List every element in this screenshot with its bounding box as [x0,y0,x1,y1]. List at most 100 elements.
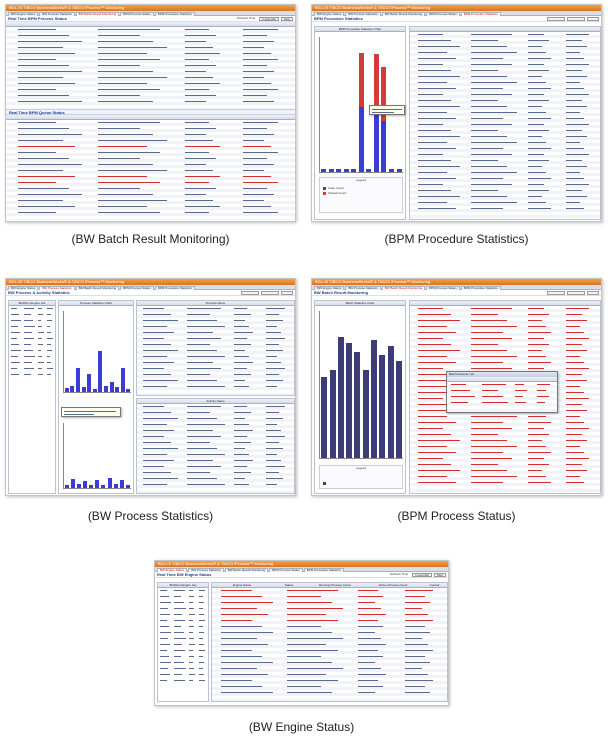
tab-engine-status[interactable]: BW Engine Status [8,12,39,16]
chart-bar-segment[interactable] [359,53,364,107]
chart-bar[interactable] [82,387,86,392]
chart-bar[interactable] [108,478,112,488]
chart-bar-segment[interactable] [374,54,379,113]
cell-text [528,112,546,113]
chart-bar[interactable] [110,382,114,392]
stop-button[interactable]: Stop [433,572,446,577]
chart-bar[interactable] [115,387,119,392]
tab-batch-result[interactable]: BW Batch Result Monitoring [75,286,120,290]
tab-batch-result[interactable]: BW Batch Result Monitoring [381,286,426,290]
chart-bar[interactable] [121,368,125,392]
tab-bpm-procedure[interactable]: BPM Procedure Statistics [303,568,344,572]
chart-bar[interactable] [388,346,394,458]
chart-bar[interactable] [321,377,327,458]
chart-bar[interactable] [351,169,356,172]
cell-text [266,386,277,387]
chart-bar[interactable] [89,485,93,488]
tab-bpm-status[interactable]: BPM Process Status [120,286,154,290]
tab-bpm-status[interactable]: BPM Process Status [426,286,460,290]
chart-bar[interactable] [354,352,360,458]
process-statistics-window: BGL-IS TIBCO BusinessWorks® & TIBCO iPro… [5,278,296,496]
refresh-select[interactable]: 1 seconds [412,572,432,577]
chart-bar[interactable] [65,485,69,488]
cell-text [98,41,153,42]
chart-bar[interactable] [321,169,326,172]
chart-bar[interactable] [346,343,352,458]
chart-bar[interactable] [104,386,108,392]
tab-engine-status[interactable]: BW Engine Status [8,286,39,290]
chart-bar[interactable] [359,107,364,172]
chart-bar[interactable] [87,374,91,392]
tab-batch-result[interactable]: BW Batch Result Monitoring [224,568,269,572]
chart-bar[interactable] [344,169,349,172]
date-from[interactable] [241,290,259,295]
tab-engine-status[interactable]: BW Engine Status [314,286,345,290]
date-to[interactable] [567,16,585,21]
chart-bar[interactable] [70,386,74,392]
chart-bar[interactable] [389,169,394,172]
tab-bpm-procedure[interactable]: BPM Procedure Statistics [154,286,195,290]
search-button[interactable] [587,16,599,21]
chart-bar[interactable] [76,368,80,392]
chart-bar[interactable] [371,340,377,458]
date-to[interactable] [261,290,279,295]
tab-batch-result[interactable]: BW Batch Result Monitoring [381,12,426,16]
chart-bar[interactable] [71,479,75,488]
search-button[interactable] [587,290,599,295]
cell-text [185,71,206,72]
chart-bar[interactable] [329,169,334,172]
tab-batch-result[interactable]: BW Batch Result Monitoring [75,12,120,16]
tab-process-statistics[interactable]: BW Process Statistics [188,568,224,572]
chart-bar[interactable] [83,481,87,488]
tab-bpm-procedure[interactable]: BPM Procedure Statistics [460,286,501,290]
chart-bar[interactable] [120,480,124,488]
chart-bar[interactable] [397,169,402,172]
cell-text [528,52,546,53]
chart-bar[interactable] [95,480,99,488]
cell-text [221,650,252,651]
search-button[interactable] [281,290,293,295]
chart-bar[interactable] [330,370,336,458]
date-from[interactable] [547,290,565,295]
chart-bar[interactable] [126,389,130,392]
cell-text [528,344,549,345]
chart-bar-segment[interactable] [381,67,386,121]
chart-bar[interactable] [114,484,118,488]
chart-bar[interactable] [366,169,371,172]
section-title: BW Process & Activity Statistics [8,290,70,295]
chart-bar[interactable] [126,485,130,488]
chart-bar[interactable] [381,121,386,172]
chart-bar[interactable] [77,484,81,488]
chart-bar[interactable] [336,169,341,172]
chart-bar[interactable] [363,370,369,458]
tab-engine-status[interactable]: BW Engine Status [157,568,188,572]
chart-bar[interactable] [374,113,379,172]
cell-text [266,320,283,321]
stop-button[interactable]: Stop [280,16,293,21]
chart-bar[interactable] [93,389,97,392]
date-from[interactable] [547,16,565,21]
date-to[interactable] [567,290,585,295]
tab-process-statistics[interactable]: BW Process Statistics [39,12,75,16]
tab-bpm-procedure[interactable]: BPM Procedure Statistics [154,12,195,16]
tab-process-statistics[interactable]: BW Process Statistics [345,286,381,290]
tab-bpm-status[interactable]: BPM Process Status [269,568,303,572]
cell-text [185,158,216,159]
chart-bar[interactable] [65,388,69,392]
tab-process-statistics[interactable]: BW Process Statistics [39,286,75,290]
tab-bpm-status[interactable]: BPM Process Status [426,12,460,16]
refresh-select[interactable]: 1 seconds [259,16,279,21]
tab-engine-status[interactable]: BW Engine Status [314,12,345,16]
chart-bar[interactable] [98,351,102,392]
tab-process-statistics[interactable]: BW Process Statistics [345,12,381,16]
chart-bar[interactable] [338,337,344,458]
chart-bar[interactable] [396,361,402,458]
chart-bar[interactable] [379,355,385,458]
cell-text [243,35,267,36]
cell-text [482,390,498,391]
cell-text [18,95,69,96]
chart-bar[interactable] [101,485,105,488]
col-running: Running Process Count [319,583,351,587]
tab-bpm-status[interactable]: BPM Process Status [120,12,154,16]
tab-bpm-procedure[interactable]: BPM Procedure Statistics [460,12,501,16]
